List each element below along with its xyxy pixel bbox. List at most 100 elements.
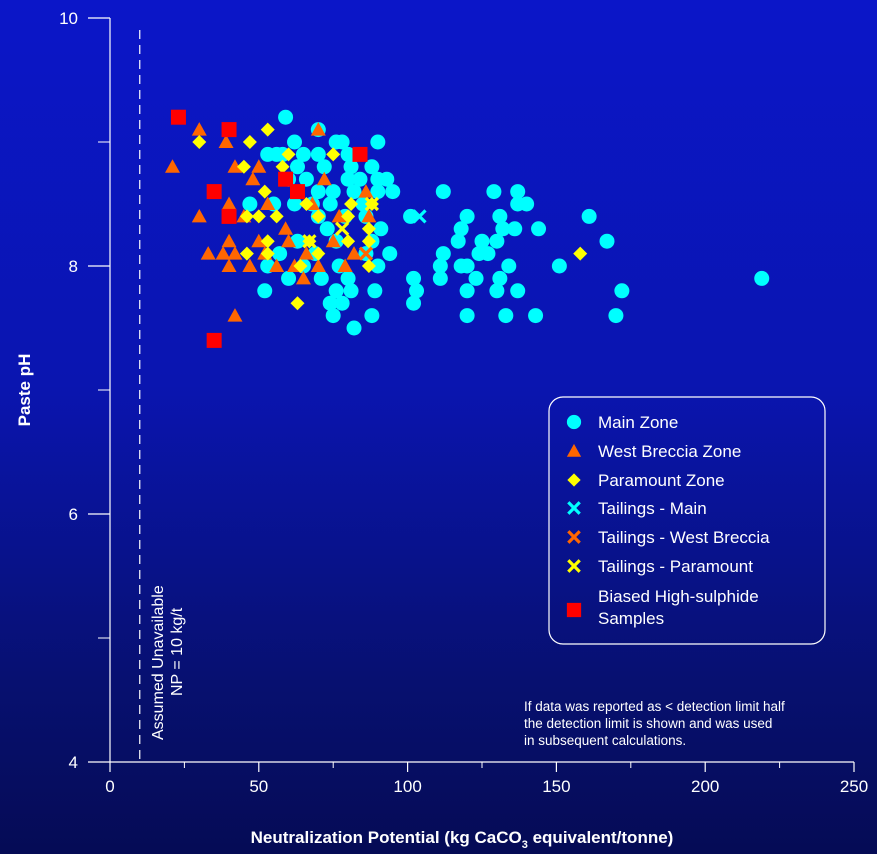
data-point <box>608 308 624 324</box>
y-tick-label: 6 <box>69 505 78 524</box>
data-point <box>242 258 258 272</box>
data-point <box>251 159 267 173</box>
data-point <box>435 184 451 200</box>
data-point <box>510 184 526 200</box>
data-point <box>453 221 469 237</box>
legend-marker <box>567 473 581 487</box>
data-point <box>245 171 261 186</box>
footnote-line: the detection limit is shown and was use… <box>524 716 772 731</box>
legend-label: West Breccia Zone <box>598 442 741 461</box>
data-point <box>281 233 297 248</box>
data-point <box>341 234 356 249</box>
data-point <box>385 184 401 200</box>
data-point <box>486 184 502 200</box>
data-point <box>519 196 535 212</box>
data-point <box>361 259 376 273</box>
series-x <box>358 246 374 261</box>
data-point <box>510 283 526 299</box>
data-point <box>311 246 326 261</box>
x-tick-label: 150 <box>542 777 570 796</box>
data-point <box>412 209 427 224</box>
data-point <box>257 184 272 199</box>
data-point <box>191 208 207 223</box>
data-point <box>239 246 254 261</box>
legend-marker <box>567 530 581 544</box>
data-point <box>289 159 305 175</box>
data-point <box>343 159 359 175</box>
data-point <box>364 159 380 175</box>
data-point <box>319 221 335 237</box>
data-point <box>298 171 314 187</box>
footnote-line: in subsequent calculations. <box>524 733 686 748</box>
series-circle <box>242 109 770 336</box>
data-point <box>373 221 389 237</box>
data-point <box>489 283 505 299</box>
data-point <box>260 246 275 261</box>
data-point <box>310 258 326 272</box>
data-point <box>370 258 386 274</box>
legend-label: Tailings - Paramount <box>598 557 753 576</box>
legend-label: Paramount Zone <box>598 471 725 490</box>
data-point <box>260 196 276 210</box>
data-point <box>409 283 425 299</box>
data-point <box>358 184 374 198</box>
data-point <box>227 159 243 173</box>
data-point <box>325 233 341 248</box>
data-point <box>310 146 326 162</box>
legend-marker <box>566 443 582 457</box>
data-point <box>352 171 368 187</box>
data-point <box>290 296 305 311</box>
data-point <box>295 146 311 162</box>
data-point <box>379 171 395 187</box>
data-point <box>293 259 308 273</box>
data-point <box>316 159 332 175</box>
data-point <box>269 209 284 224</box>
data-point <box>322 196 338 212</box>
data-point <box>498 308 514 324</box>
data-point <box>361 234 376 249</box>
data-point <box>164 159 180 173</box>
data-point <box>492 208 508 224</box>
data-point <box>459 208 475 224</box>
data-point <box>531 221 547 237</box>
data-point <box>599 233 615 249</box>
reference-line-label: NP = 10 kg/t <box>169 607 186 696</box>
data-point <box>382 246 398 262</box>
data-point <box>239 209 254 224</box>
data-point <box>406 295 422 311</box>
data-point <box>352 146 368 162</box>
data-point <box>406 270 422 286</box>
data-point <box>227 308 243 322</box>
data-point <box>287 134 303 150</box>
data-point <box>227 246 243 260</box>
data-point <box>364 308 380 324</box>
data-point <box>340 270 356 286</box>
data-point <box>281 147 296 162</box>
data-point <box>192 135 207 149</box>
data-point <box>278 171 294 187</box>
data-point <box>340 146 356 162</box>
x-tick-label: 250 <box>840 777 868 796</box>
data-point <box>272 246 288 262</box>
x-tick-label: 0 <box>105 777 114 796</box>
data-point <box>328 283 344 299</box>
data-point <box>221 258 237 272</box>
data-point <box>236 159 251 174</box>
data-point <box>551 258 567 274</box>
data-point <box>361 221 376 236</box>
legend-label: Samples <box>598 609 664 628</box>
series-diamond <box>192 122 588 311</box>
data-point <box>325 184 341 200</box>
data-point <box>344 197 359 211</box>
data-point <box>251 233 267 248</box>
reference-line-group: Assumed Unavailable NP = 10 kg/t <box>139 30 186 762</box>
data-point <box>346 320 362 336</box>
footnote-line: If data was reported as < detection limi… <box>524 699 785 714</box>
data-point <box>334 221 350 236</box>
legend-label: Tailings - West Breccia <box>598 528 770 547</box>
data-point <box>257 283 273 299</box>
series-triangle <box>164 122 377 322</box>
data-point <box>341 209 356 224</box>
data-point <box>311 209 326 224</box>
